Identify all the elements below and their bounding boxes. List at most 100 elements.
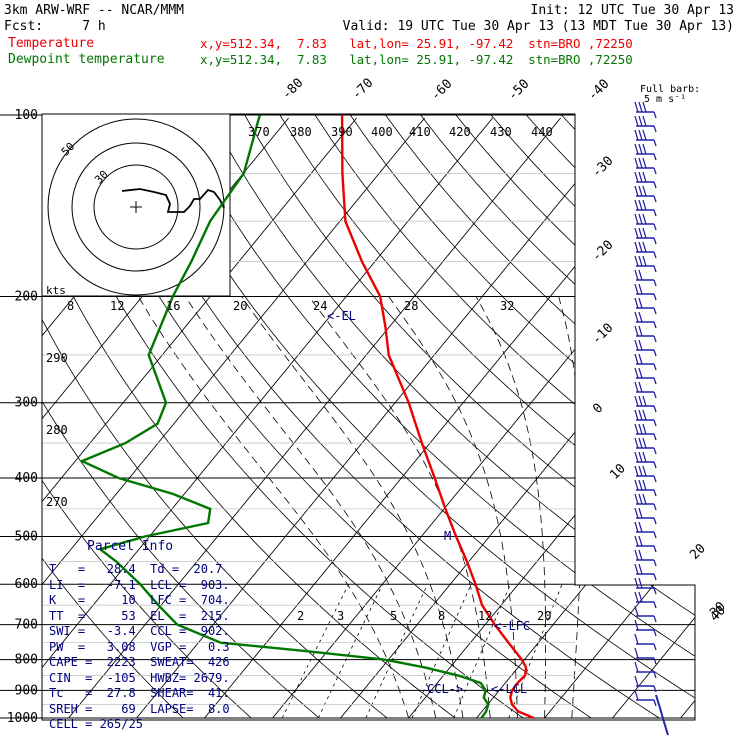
wind-barb-feather: [634, 479, 639, 491]
pressure-tick-label: 1000: [7, 711, 38, 726]
wind-barb-feather: [634, 227, 639, 239]
theta-label: 270: [46, 495, 68, 509]
hodograph-ring: [71, 142, 201, 272]
temperature-profile-line: [340, 114, 535, 720]
isotherm-line: [42, 117, 357, 719]
pressure-tick-label: 600: [15, 577, 38, 592]
wind-barb-feather: [634, 101, 639, 113]
theta-label: 290: [46, 351, 68, 365]
wind-barb-feather: [642, 409, 647, 421]
pressure-tick-label: 400: [15, 471, 38, 486]
wind-barb-feather: [638, 353, 643, 365]
wind-barb-feather: [638, 409, 643, 421]
isotherm-label: -50: [505, 77, 532, 104]
wind-barb-feather: [634, 563, 639, 575]
wind-barb-feather: [634, 171, 639, 183]
isotherm-label: -30: [589, 154, 616, 181]
wind-barb-feather: [642, 227, 647, 239]
wind-barb-tip: [653, 391, 657, 399]
dry-adiabat-line: [244, 114, 695, 719]
theta-label: 400: [371, 125, 393, 139]
hodograph-speed-label: 28: [404, 299, 418, 313]
forecast-hour: Fcst: 7 h: [4, 19, 106, 34]
wind-barb-feather: [634, 437, 639, 449]
wind-barb-surface: [655, 694, 669, 736]
wind-barb-tip: [653, 209, 657, 217]
parcel-info-row: K = 10 LFC = 704.: [49, 593, 230, 607]
parcel-info-row: CAPE = 2223 SWEAT= 426: [49, 655, 230, 669]
wind-barb-tip: [653, 503, 657, 511]
wind-barb-tip: [653, 545, 657, 553]
wind-barb-tip: [653, 447, 657, 455]
wind-barb-feather: [638, 465, 643, 477]
parcel-info-row: T = 28.4 Td = 20.7: [49, 562, 223, 576]
dewpoint-location: x,y=512.34, 7.83 lat,lon= 25.91, -97.42 …: [200, 52, 633, 67]
wind-barb-feather: [638, 101, 643, 113]
wind-barb-tip: [653, 489, 657, 497]
wind-barb-tip: [653, 699, 657, 707]
theta-label: 440: [531, 125, 553, 139]
wind-barb-feather: [638, 437, 643, 449]
parcel-info-row: Tc = 27.8 SHEAR= 41.: [49, 686, 230, 700]
isotherm-label: -10: [589, 321, 616, 348]
wind-barb-tip: [653, 125, 657, 133]
theta-label: 280: [46, 423, 68, 437]
wind-barb-feather: [642, 255, 647, 267]
isotherm-label: -40: [585, 77, 612, 104]
wind-barb-feather: [642, 465, 647, 477]
wind-barb-feather: [634, 269, 639, 281]
hodograph-speed-label: 32: [500, 299, 514, 313]
dry-adiabat-line: [526, 114, 695, 719]
isotherm-label: -60: [428, 77, 455, 104]
wind-barb-feather: [634, 577, 639, 589]
wind-barb-tip: [653, 587, 657, 595]
mixing-ratio-label: 8: [438, 609, 445, 623]
wind-barb-feather: [642, 479, 647, 491]
wind-barb-feather: [634, 129, 639, 141]
theta-label: 410: [409, 125, 431, 139]
wind-barb-feather: [638, 535, 643, 547]
wind-barb-tip: [653, 195, 657, 203]
theta-label: 380: [290, 125, 312, 139]
theta-label: 370: [248, 125, 270, 139]
lfc-annotation: <-LFC: [494, 619, 530, 633]
parcel-info-row: TT = 53 EL = 215.: [49, 608, 230, 623]
pressure-tick-label: 100: [15, 108, 38, 123]
wind-barb-feather: [642, 437, 647, 449]
wind-barb-tip: [653, 419, 657, 427]
wind-barb-feather: [638, 339, 643, 351]
wind-barb-tip: [653, 615, 657, 623]
wind-barb-feather: [638, 185, 643, 197]
hodograph-unit-label: kts: [46, 284, 66, 297]
wind-barb-feather: [634, 143, 639, 155]
wind-barb-feather: [634, 199, 639, 211]
isotherm-label: 10: [607, 461, 629, 483]
parcel-info-table: T = 28.4 Td = 20.7 LI = -7.1 LCL = 903. K …: [49, 562, 230, 733]
wind-barb-feather: [642, 451, 647, 463]
wind-barb-tip: [653, 363, 657, 371]
isotherm-line: [136, 117, 629, 719]
wind-barb-tip: [653, 461, 657, 469]
wind-barb-feather: [634, 213, 639, 225]
wind-barb-feather: [638, 227, 643, 239]
wind-barb-feather: [634, 689, 639, 701]
hodograph-speed-label: 16: [166, 299, 180, 313]
wind-barb-tip: [653, 629, 657, 637]
wind-barb-feather: [638, 577, 643, 589]
isotherm-line: [544, 117, 695, 719]
dry-adiabat-line: [631, 114, 695, 719]
wind-barb-feather: [642, 115, 647, 127]
wind-barb-tip: [653, 153, 657, 161]
parcel-title: Parcel Info: [87, 539, 174, 554]
wind-barb-feather: [634, 157, 639, 169]
barb-legend-line2: 5 m s⁻¹: [644, 94, 687, 105]
wind-barb-feather: [638, 451, 643, 463]
wind-barb-tip: [653, 377, 657, 385]
wind-barb-tip: [653, 657, 657, 665]
wind-barb-tip: [653, 671, 657, 679]
wind-barb-feather: [634, 619, 639, 631]
wind-barb-feather: [638, 241, 643, 253]
wind-barb-tip: [653, 293, 657, 301]
theta-label: 420: [449, 125, 471, 139]
